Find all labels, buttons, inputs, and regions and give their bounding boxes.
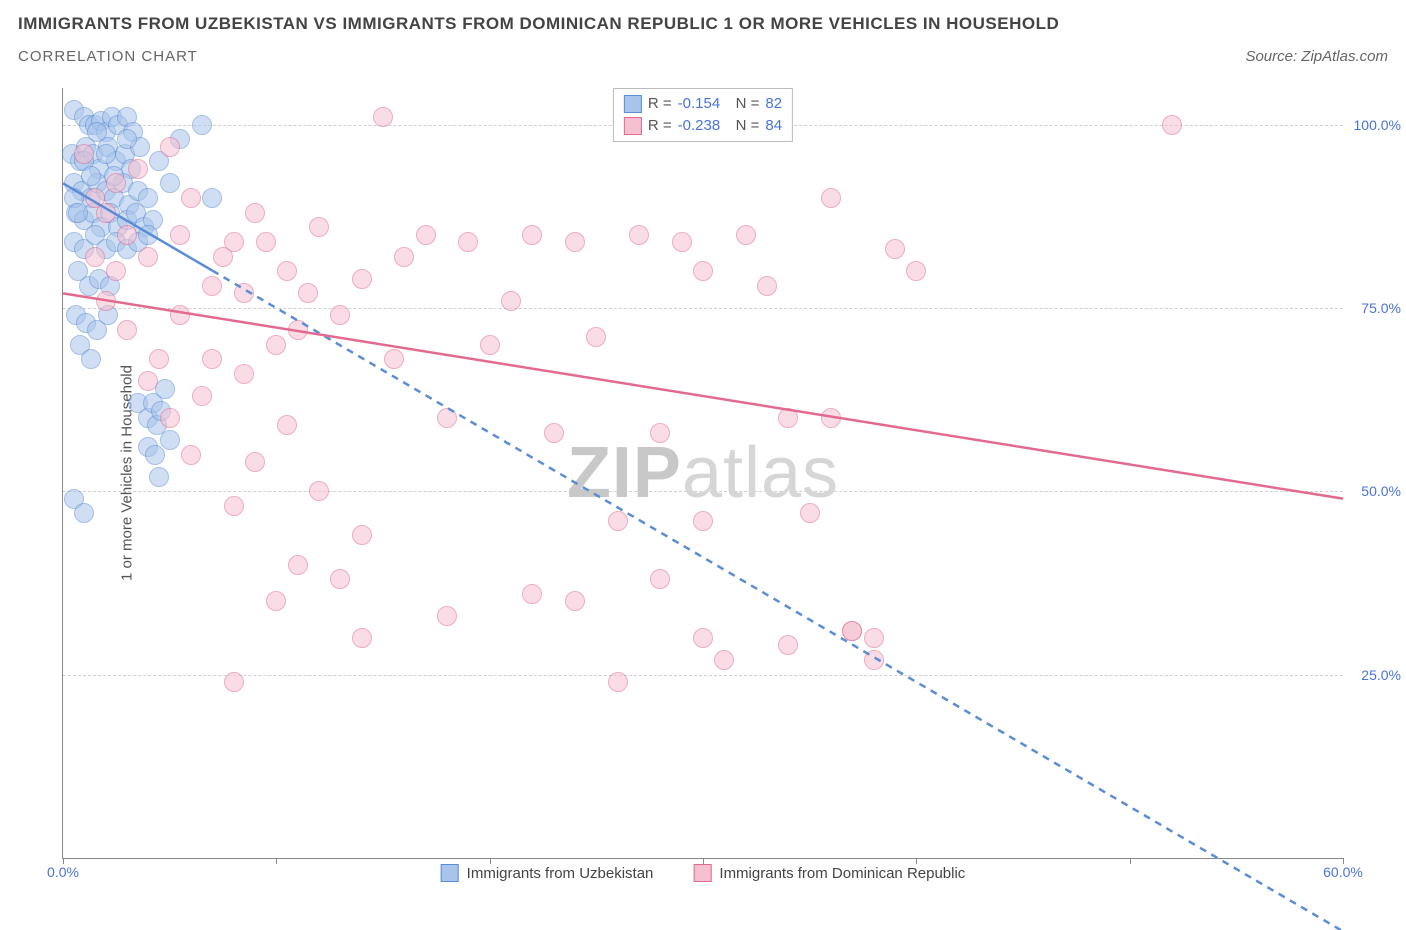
n-label: N = bbox=[736, 115, 760, 137]
y-tick-label: 75.0% bbox=[1351, 300, 1401, 316]
legend-item: Immigrants from Dominican Republic bbox=[693, 864, 965, 882]
x-tick-mark bbox=[1130, 858, 1131, 864]
x-tick-label: 60.0% bbox=[1323, 864, 1363, 880]
legend-swatch bbox=[693, 864, 711, 882]
r-label: R = bbox=[648, 115, 672, 137]
r-value: -0.154 bbox=[678, 93, 730, 115]
legend-stats: R = -0.154 N =82 R = -0.238 N =84 bbox=[613, 88, 793, 142]
trend-line bbox=[212, 271, 1343, 930]
r-label: R = bbox=[648, 93, 672, 115]
x-tick-mark bbox=[490, 858, 491, 864]
x-tick-mark bbox=[916, 858, 917, 864]
chart-container: IMMIGRANTS FROM UZBEKISTAN VS IMMIGRANTS… bbox=[0, 0, 1406, 930]
legend-swatch bbox=[624, 95, 642, 113]
legend-stat-row: R = -0.238 N =84 bbox=[624, 115, 782, 137]
legend-item: Immigrants from Uzbekistan bbox=[441, 864, 654, 882]
legend-series: Immigrants from Uzbekistan Immigrants fro… bbox=[441, 864, 966, 882]
chart-subtitle: CORRELATION CHART bbox=[18, 48, 198, 65]
x-tick-mark bbox=[276, 858, 277, 864]
legend-label: Immigrants from Uzbekistan bbox=[467, 865, 654, 882]
legend-stat-row: R = -0.154 N =82 bbox=[624, 93, 782, 115]
chart-title: IMMIGRANTS FROM UZBEKISTAN VS IMMIGRANTS… bbox=[18, 14, 1388, 34]
trend-line bbox=[63, 293, 1343, 498]
plot-area: ZIPatlas R =-0.154N =82R =-0.238N =84 1 … bbox=[62, 88, 1343, 859]
n-value: 82 bbox=[765, 93, 782, 115]
subtitle-row: CORRELATION CHART Source: ZipAtlas.com bbox=[18, 48, 1388, 65]
x-tick-mark bbox=[703, 858, 704, 864]
trend-line bbox=[63, 183, 212, 270]
y-tick-label: 50.0% bbox=[1351, 483, 1401, 499]
r-value: -0.238 bbox=[678, 115, 730, 137]
x-tick-label: 0.0% bbox=[47, 864, 79, 880]
n-value: 84 bbox=[765, 115, 782, 137]
legend-swatch bbox=[441, 864, 459, 882]
legend-swatch bbox=[624, 117, 642, 135]
y-tick-label: 100.0% bbox=[1351, 117, 1401, 133]
legend-label: Immigrants from Dominican Republic bbox=[719, 865, 965, 882]
plot-region: ZIPatlas R =-0.154N =82R =-0.238N =84 1 … bbox=[62, 88, 1382, 883]
y-tick-label: 25.0% bbox=[1351, 667, 1401, 683]
trend-lines bbox=[63, 88, 1343, 858]
n-label: N = bbox=[736, 93, 760, 115]
chart-source: Source: ZipAtlas.com bbox=[1245, 48, 1388, 65]
